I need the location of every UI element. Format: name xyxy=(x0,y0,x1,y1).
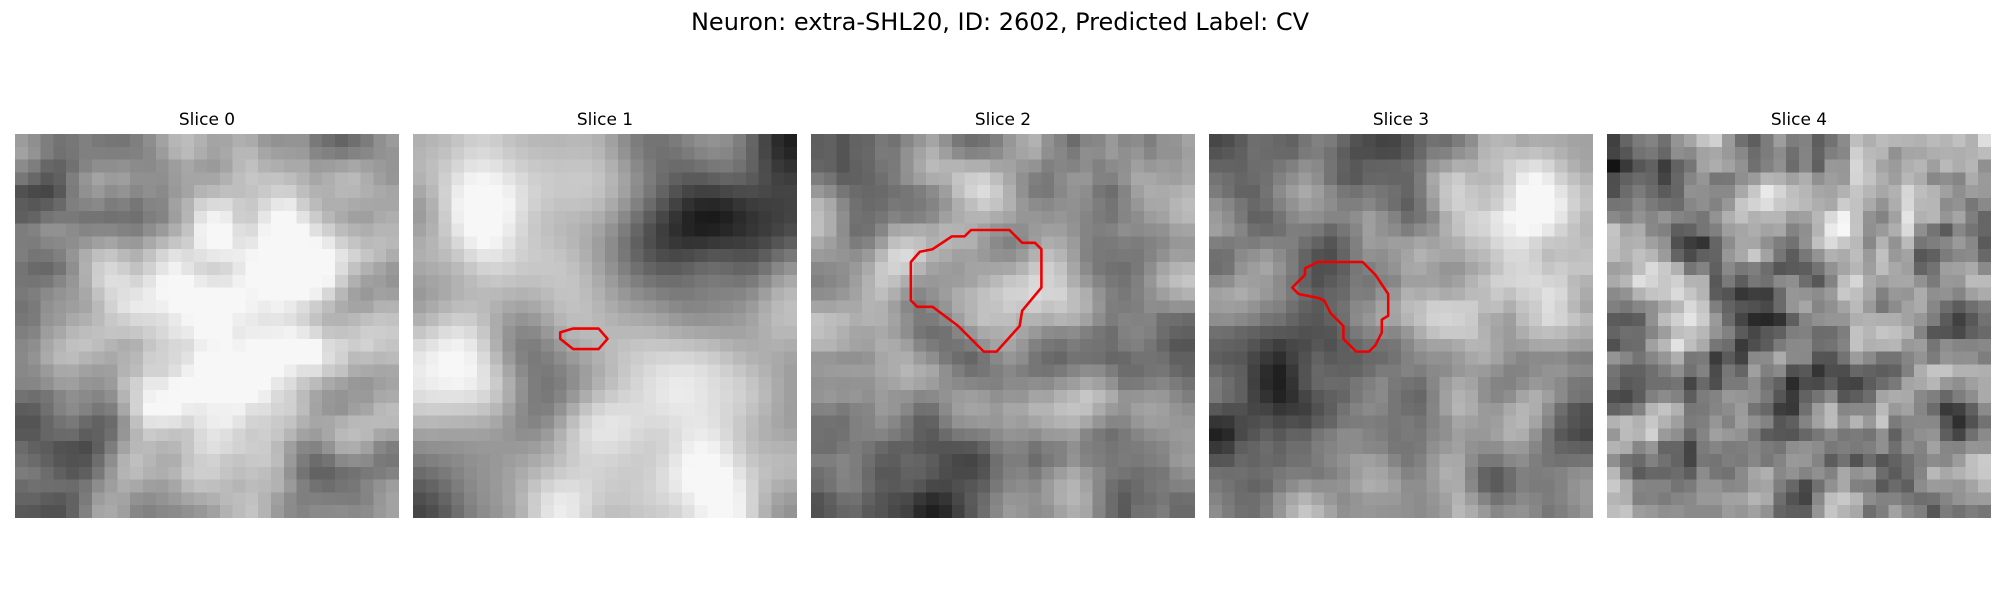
segmentation-contour xyxy=(1292,262,1388,352)
contour-overlay-0 xyxy=(15,134,399,518)
figure-title: Neuron: extra-SHL20, ID: 2602, Predicted… xyxy=(0,8,2000,36)
slice-panel-1: Slice 1 xyxy=(413,108,797,132)
segmentation-contour xyxy=(911,230,1042,352)
contour-overlay-2 xyxy=(811,134,1195,518)
slice-title-4: Slice 4 xyxy=(1607,108,1991,132)
slice-panel-4: Slice 4 xyxy=(1607,108,1991,132)
slice-panel-3: Slice 3 xyxy=(1209,108,1593,132)
segmentation-contour xyxy=(560,329,607,349)
contour-overlay-1 xyxy=(413,134,797,518)
slice-title-1: Slice 1 xyxy=(413,108,797,132)
slice-title-3: Slice 3 xyxy=(1209,108,1593,132)
slice-title-0: Slice 0 xyxy=(15,108,399,132)
contour-overlay-3 xyxy=(1209,134,1593,518)
slice-title-2: Slice 2 xyxy=(811,108,1195,132)
contour-overlay-4 xyxy=(1607,134,1991,518)
slice-panel-2: Slice 2 xyxy=(811,108,1195,132)
slice-panel-0: Slice 0 xyxy=(15,108,399,132)
